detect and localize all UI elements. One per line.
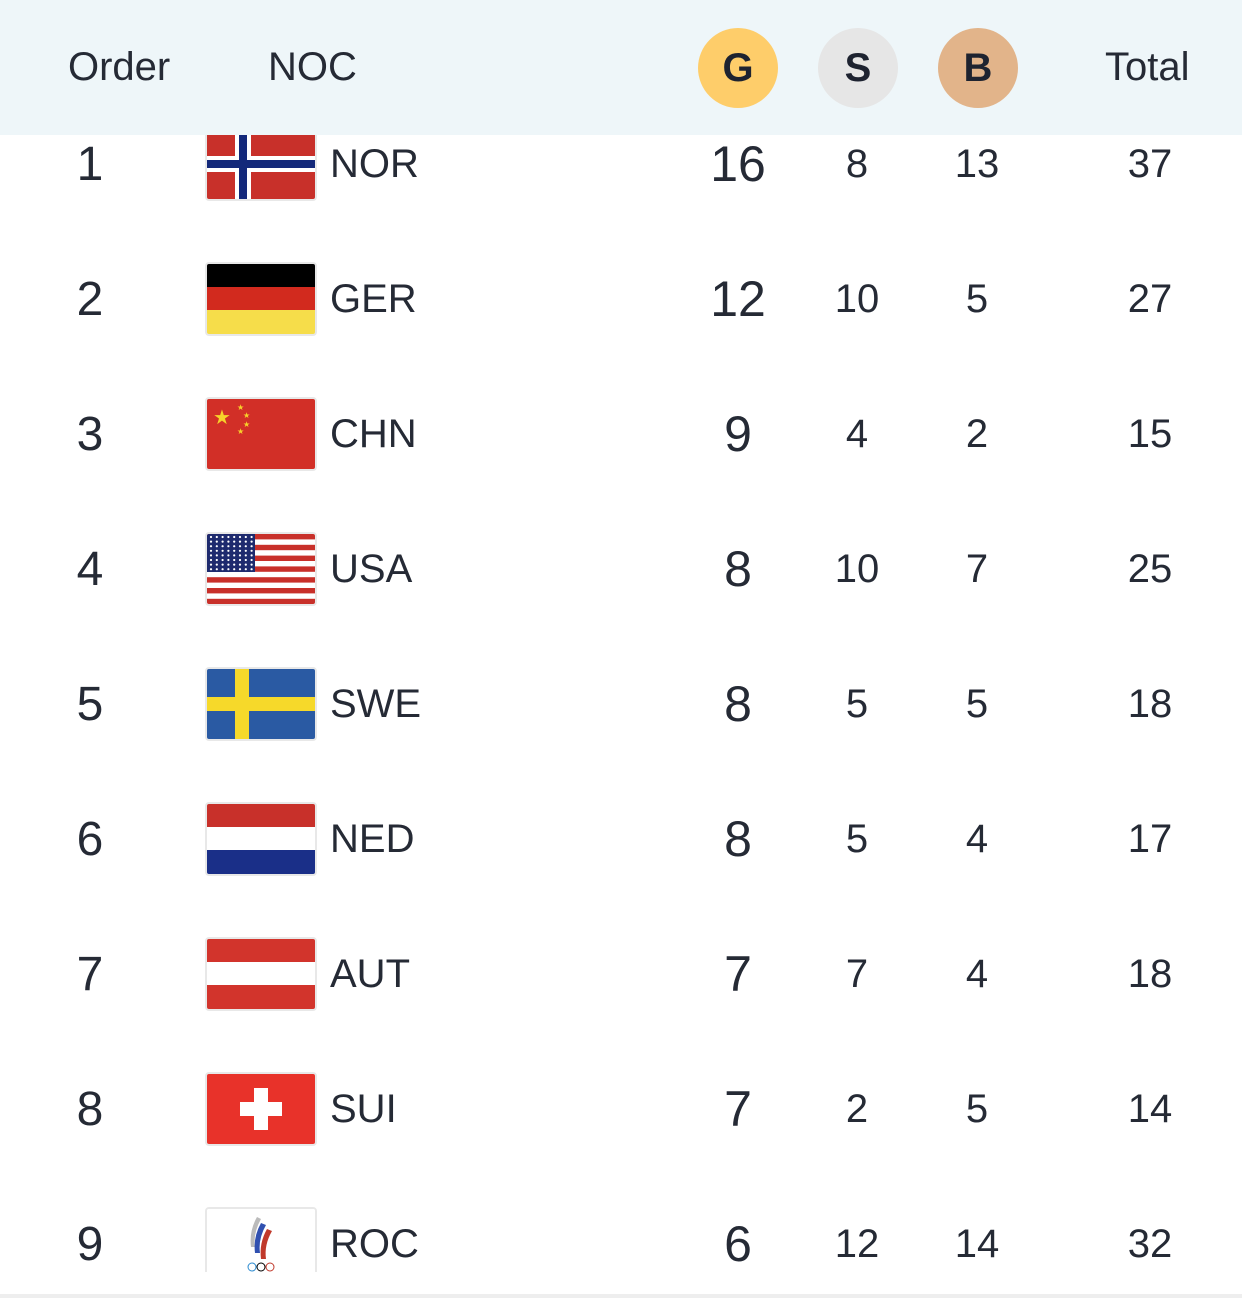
germany-flag-icon xyxy=(205,262,317,336)
order-cell: 9 xyxy=(76,1218,104,1271)
gold-cell: 16 xyxy=(710,136,766,192)
medal-table: 1 NOR 16 8 13 37 2 GER 12 10 5 27 3 ★ ★ ★ ★ ★ … xyxy=(0,97,1242,1272)
header-noc[interactable]: NOC xyxy=(268,45,357,89)
svg-text:★: ★ xyxy=(243,420,250,429)
bronze-cell: 7 xyxy=(965,547,989,591)
bronze-cell: 2 xyxy=(965,412,989,456)
bronze-medal-icon[interactable]: B xyxy=(938,28,1018,108)
svg-text:★: ★ xyxy=(213,407,231,429)
table-row[interactable]: 8 SUI 7 2 5 14 xyxy=(0,1042,1242,1177)
bronze-cell: 14 xyxy=(954,1222,1000,1266)
china-flag-icon: ★ ★ ★ ★ ★ xyxy=(205,397,317,471)
sweden-flag-icon xyxy=(205,667,317,741)
table-row[interactable]: 7 AUT 7 7 4 18 xyxy=(0,907,1242,1042)
silver-cell: 5 xyxy=(845,682,869,726)
switzerland-flag-icon xyxy=(205,1072,317,1146)
silver-cell: 10 xyxy=(834,277,880,321)
order-cell: 3 xyxy=(76,408,104,461)
bronze-cell: 5 xyxy=(965,682,989,726)
gold-cell: 8 xyxy=(724,541,752,597)
silver-cell: 5 xyxy=(845,817,869,861)
header-order[interactable]: Order xyxy=(68,45,171,89)
noc-cell[interactable]: NED xyxy=(330,817,415,861)
noc-cell[interactable]: NOR xyxy=(330,142,419,186)
bronze-cell: 5 xyxy=(965,277,989,321)
svg-text:★: ★ xyxy=(237,403,244,412)
noc-cell[interactable]: GER xyxy=(330,277,417,321)
gold-cell: 8 xyxy=(724,676,752,732)
bronze-cell: 13 xyxy=(954,142,1000,186)
order-cell: 2 xyxy=(76,273,104,326)
total-cell: 32 xyxy=(1127,1222,1173,1266)
table-header: Order NOC G S B Total xyxy=(0,0,1242,135)
norway-flag-icon xyxy=(205,127,317,201)
total-cell: 17 xyxy=(1127,817,1173,861)
noc-cell[interactable]: SWE xyxy=(330,682,422,726)
order-cell: 5 xyxy=(76,678,104,731)
bronze-cell: 4 xyxy=(965,817,989,861)
total-cell: 18 xyxy=(1127,682,1173,726)
divider xyxy=(0,1294,1242,1298)
table-row[interactable]: 6 NED 8 5 4 17 xyxy=(0,772,1242,907)
usa-flag-icon xyxy=(205,532,317,606)
table-row[interactable]: 4 USA 8 10 7 25 xyxy=(0,502,1242,637)
total-cell: 15 xyxy=(1127,412,1173,456)
silver-cell: 2 xyxy=(845,1087,869,1131)
noc-cell[interactable]: SUI xyxy=(330,1087,397,1131)
order-cell: 7 xyxy=(76,948,104,1001)
total-cell: 18 xyxy=(1127,952,1173,996)
total-cell: 25 xyxy=(1127,547,1173,591)
table-row[interactable]: 2 GER 12 10 5 27 xyxy=(0,232,1242,367)
bronze-cell: 5 xyxy=(965,1087,989,1131)
table-row[interactable]: 9 ROC 6 12 14 32 xyxy=(0,1177,1242,1272)
gold-cell: 7 xyxy=(724,946,752,1002)
gold-medal-icon[interactable]: G xyxy=(698,28,778,108)
silver-cell: 10 xyxy=(834,547,880,591)
gold-cell: 8 xyxy=(724,811,752,867)
order-cell: 4 xyxy=(76,543,104,596)
silver-cell: 7 xyxy=(845,952,869,996)
austria-flag-icon xyxy=(205,937,317,1011)
gold-cell: 9 xyxy=(724,406,752,462)
noc-cell[interactable]: CHN xyxy=(330,412,417,456)
noc-cell[interactable]: ROC xyxy=(330,1222,419,1266)
svg-text:★: ★ xyxy=(243,411,250,420)
silver-medal-icon[interactable]: S xyxy=(818,28,898,108)
silver-cell: 4 xyxy=(845,412,869,456)
gold-cell: 6 xyxy=(724,1216,752,1272)
table-row[interactable]: 5 SWE 8 5 5 18 xyxy=(0,637,1242,772)
total-cell: 27 xyxy=(1127,277,1173,321)
table-row[interactable]: 3 ★ ★ ★ ★ ★ CHN 9 4 2 15 xyxy=(0,367,1242,502)
gold-cell: 7 xyxy=(724,1081,752,1137)
bronze-cell: 4 xyxy=(965,952,989,996)
total-cell: 14 xyxy=(1127,1087,1173,1131)
header-total[interactable]: Total xyxy=(1105,45,1190,89)
order-cell: 6 xyxy=(76,813,104,866)
gold-cell: 12 xyxy=(710,271,766,327)
roc-emblem-icon xyxy=(205,1207,317,1272)
netherlands-flag-icon xyxy=(205,802,317,876)
table-row[interactable]: 1 NOR 16 8 13 37 xyxy=(0,97,1242,232)
noc-cell[interactable]: USA xyxy=(330,547,413,591)
noc-cell[interactable]: AUT xyxy=(330,952,410,996)
silver-cell: 12 xyxy=(834,1222,880,1266)
order-cell: 8 xyxy=(76,1083,104,1136)
order-cell: 1 xyxy=(76,138,104,191)
total-cell: 37 xyxy=(1127,142,1173,186)
svg-text:★: ★ xyxy=(237,427,244,436)
silver-cell: 8 xyxy=(845,142,869,186)
